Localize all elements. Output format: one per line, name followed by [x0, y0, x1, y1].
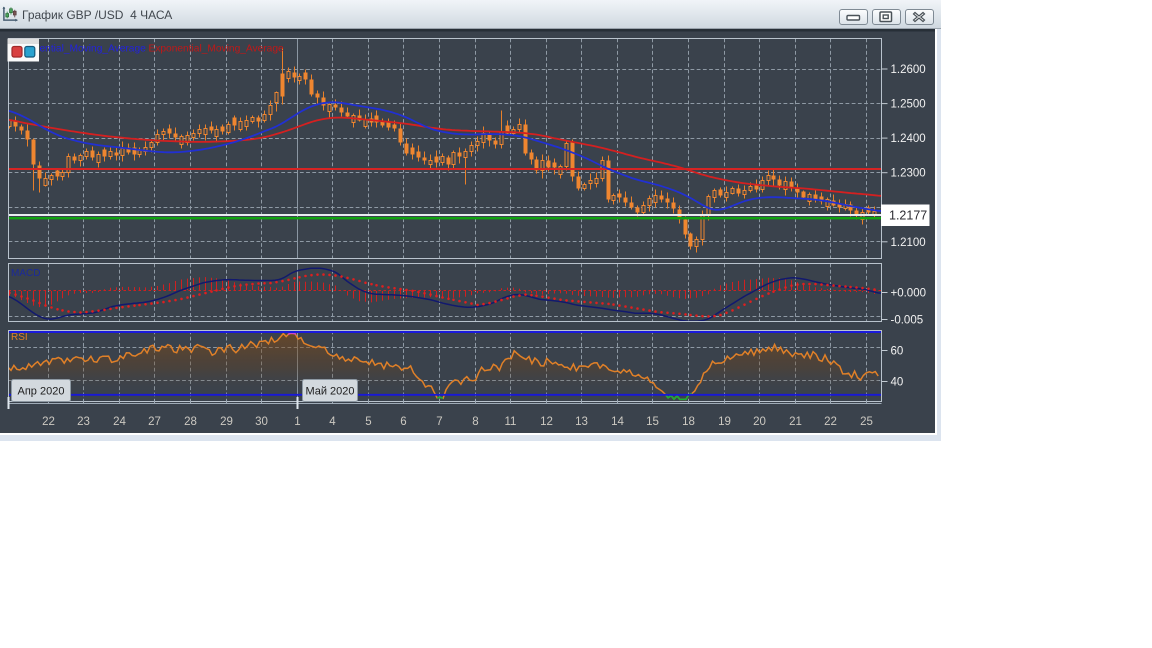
svg-text:21: 21 [789, 416, 802, 428]
svg-text:15: 15 [646, 416, 659, 428]
svg-text:1.2177: 1.2177 [889, 209, 927, 223]
svg-text:7: 7 [436, 416, 442, 428]
svg-text:22: 22 [824, 416, 837, 428]
svg-text:1.2300: 1.2300 [891, 168, 926, 180]
svg-text:1.2400: 1.2400 [891, 133, 926, 145]
svg-text:23: 23 [77, 416, 90, 428]
svg-text:19: 19 [718, 416, 731, 428]
svg-text:ential_Moving_Average: ential_Moving_Average [40, 43, 147, 54]
svg-text:25: 25 [860, 416, 873, 428]
svg-text:20: 20 [753, 416, 766, 428]
svg-text:1.2100: 1.2100 [891, 237, 926, 249]
svg-text:+0.000: +0.000 [891, 288, 927, 300]
svg-text:28: 28 [184, 416, 197, 428]
svg-text:22: 22 [42, 416, 55, 428]
svg-text:18: 18 [682, 416, 695, 428]
svg-text:6: 6 [400, 416, 406, 428]
svg-text:24: 24 [113, 416, 126, 428]
svg-text:Май 2020: Май 2020 [305, 386, 354, 398]
svg-text:11: 11 [505, 416, 517, 428]
svg-text:60: 60 [891, 346, 904, 358]
svg-text:14: 14 [611, 416, 624, 428]
svg-text:27: 27 [148, 416, 161, 428]
svg-text:4: 4 [329, 416, 336, 428]
svg-text:12: 12 [540, 416, 553, 428]
svg-text:13: 13 [575, 416, 588, 428]
svg-text:1: 1 [294, 416, 300, 428]
svg-text:1.2500: 1.2500 [891, 99, 926, 111]
svg-text:-0.005: -0.005 [891, 315, 924, 327]
svg-text:5: 5 [365, 416, 371, 428]
svg-text:Exponential_Moving_Average: Exponential_Moving_Average [149, 43, 285, 54]
svg-text:30: 30 [255, 416, 268, 428]
svg-text:1.2600: 1.2600 [891, 64, 926, 76]
svg-text:MACD: MACD [11, 268, 40, 279]
svg-text:Апр 2020: Апр 2020 [18, 386, 65, 398]
svg-text:40: 40 [891, 377, 904, 389]
svg-text:RSI: RSI [11, 332, 28, 343]
svg-text:29: 29 [220, 416, 233, 428]
svg-text:8: 8 [472, 416, 478, 428]
